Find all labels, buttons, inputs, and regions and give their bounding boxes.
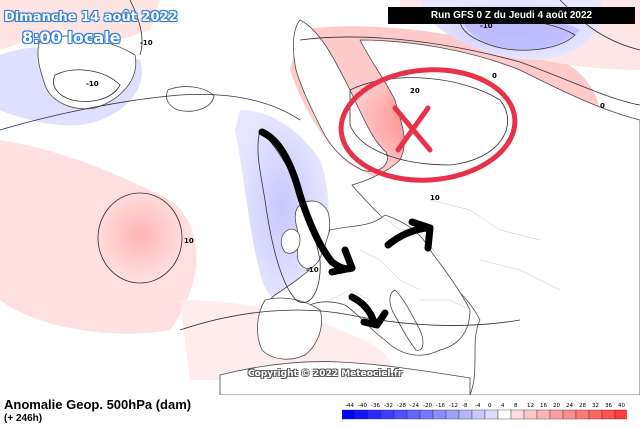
scale-label: 8 <box>514 403 518 409</box>
scale-swatch <box>484 409 499 420</box>
high-pressure-circle <box>338 67 518 183</box>
scale-label: -40 <box>358 403 367 409</box>
scandinavia <box>292 19 388 172</box>
scale-swatch <box>367 409 382 420</box>
africa-coast <box>219 361 471 395</box>
iberia <box>257 297 322 360</box>
scale-label: 12 <box>527 403 534 409</box>
map-footer: Anomalie Geop. 500hPa (dam) (+ 246h) -44… <box>0 395 640 427</box>
contour-label: 10 <box>430 194 440 202</box>
contour-label: -10 <box>140 39 153 47</box>
scale-label: 40 <box>618 403 625 409</box>
scale-swatch <box>342 409 356 420</box>
northeast-arrow-head <box>408 218 434 252</box>
scale-swatch <box>575 409 590 420</box>
iceland <box>166 86 215 112</box>
italy <box>389 289 424 351</box>
scale-label: -16 <box>436 403 445 409</box>
southeast-arrow-head <box>360 309 389 329</box>
scale-swatch <box>562 409 577 420</box>
ireland <box>280 228 301 254</box>
contour-label: -10 <box>306 266 319 274</box>
scale-label: -20 <box>423 403 432 409</box>
scale-swatch <box>614 409 627 420</box>
scale-swatch <box>445 409 460 420</box>
contour-label: -10 <box>86 80 99 88</box>
color-scale: -44 -40 -36 -32 -28 -24 -20 -16 -12 -8 -4 0 4 8 12 16 20… <box>342 403 627 420</box>
scale-label: -4 <box>475 403 481 409</box>
run-banner: Run GFS 0 Z du Jeudi 4 août 2022 <box>388 7 635 24</box>
valid-date: Dimanche 14 août 2022 <box>4 10 178 25</box>
scale-swatch <box>523 409 538 420</box>
scale-label: -44 <box>345 403 354 409</box>
scale-swatch <box>406 409 421 420</box>
scale-label: 0 <box>488 403 492 409</box>
scale-swatch <box>393 409 408 420</box>
scale-swatch <box>458 409 473 420</box>
scale-swatch <box>471 409 486 420</box>
valid-time: 8:00 locale <box>22 28 121 47</box>
scale-label: 16 <box>540 403 547 409</box>
scale-label: -24 <box>410 403 419 409</box>
scale-swatch <box>380 409 395 420</box>
scale-swatch <box>354 409 369 420</box>
scale-label: 4 <box>501 403 505 409</box>
scale-label: 20 <box>553 403 560 409</box>
contour-label: -10 <box>480 22 493 30</box>
scale-label: -36 <box>371 403 380 409</box>
trough-arrow-head <box>328 246 356 276</box>
scale-label: 32 <box>592 403 599 409</box>
scale-label: -12 <box>449 403 458 409</box>
scale-label: -28 <box>397 403 406 409</box>
scale-swatch <box>510 409 525 420</box>
scale-label: 28 <box>579 403 586 409</box>
anomaly-map: -10 -10 -10 0 0 20 10 -10 10 <box>0 0 640 395</box>
scale-label: -8 <box>462 403 468 409</box>
scale-swatch <box>588 409 603 420</box>
contour-label: 10 <box>184 237 194 245</box>
scale-swatch <box>419 409 434 420</box>
scale-label: 36 <box>605 403 612 409</box>
scale-swatch <box>432 409 447 420</box>
southeast-arrow <box>348 293 378 326</box>
scale-swatch <box>536 409 551 420</box>
landmasses <box>37 19 640 395</box>
contour-label: 20 <box>410 87 420 95</box>
map-title: Anomalie Geop. 500hPa (dam) <box>4 397 192 412</box>
high-center-cross <box>392 105 433 153</box>
contour-label-group: -10 -10 -10 0 0 20 10 -10 10 <box>86 22 605 274</box>
scale-label: -32 <box>384 403 393 409</box>
lead-time: (+ 246h) <box>4 413 43 424</box>
contour-label: 0 <box>492 72 497 80</box>
scale-label: 24 <box>566 403 573 409</box>
contour-label: 0 <box>600 102 605 110</box>
scale-swatch <box>601 409 616 420</box>
scale-swatch <box>549 409 564 420</box>
scale-swatch <box>497 409 512 420</box>
annotation-overlay <box>258 67 518 329</box>
copyright-text: Copyright © 2022 Meteociel.fr <box>248 369 403 379</box>
